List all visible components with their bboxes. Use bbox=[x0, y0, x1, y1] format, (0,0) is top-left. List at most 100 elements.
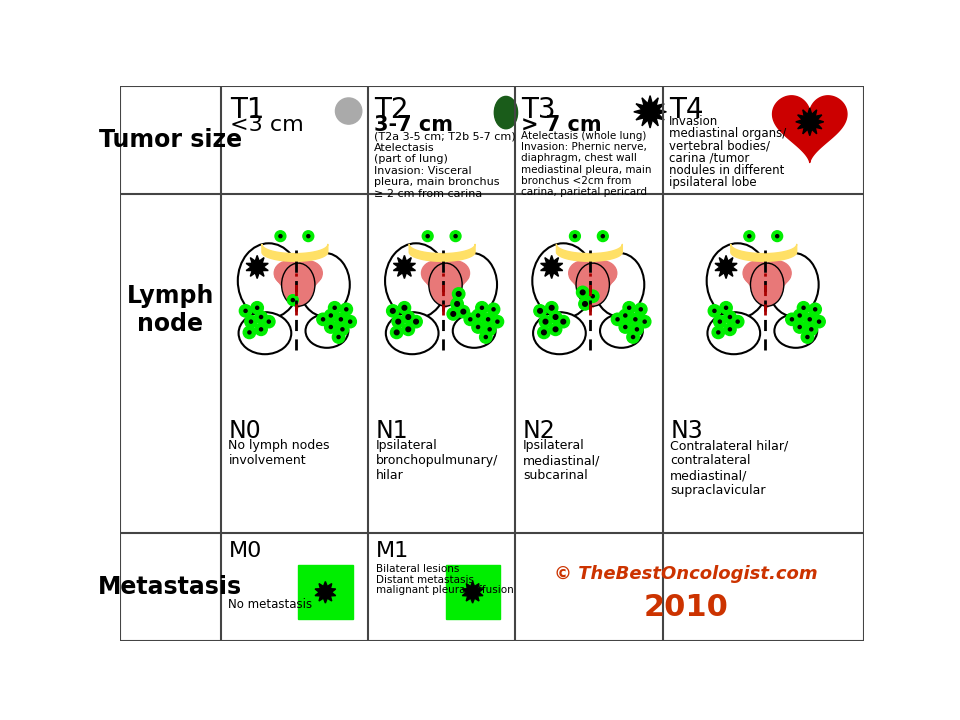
Circle shape bbox=[798, 314, 802, 317]
Circle shape bbox=[452, 288, 465, 300]
Circle shape bbox=[636, 328, 638, 331]
Ellipse shape bbox=[275, 261, 303, 285]
Circle shape bbox=[809, 328, 813, 331]
Circle shape bbox=[345, 307, 348, 311]
Circle shape bbox=[634, 318, 636, 321]
Circle shape bbox=[638, 315, 651, 328]
Circle shape bbox=[275, 231, 286, 241]
Circle shape bbox=[619, 310, 632, 322]
Polygon shape bbox=[773, 96, 847, 163]
Circle shape bbox=[426, 235, 429, 238]
Circle shape bbox=[549, 323, 562, 336]
Circle shape bbox=[332, 331, 345, 343]
Text: pleura, main bronchus: pleura, main bronchus bbox=[374, 177, 500, 187]
Text: Contralateral hilar/
contralateral
mediastinal/
supraclavicular: Contralateral hilar/ contralateral media… bbox=[670, 439, 788, 497]
Circle shape bbox=[454, 235, 457, 238]
Circle shape bbox=[335, 313, 348, 325]
Text: T1: T1 bbox=[230, 96, 265, 124]
Circle shape bbox=[718, 320, 721, 323]
Circle shape bbox=[729, 328, 732, 331]
Circle shape bbox=[790, 318, 794, 321]
Circle shape bbox=[457, 305, 469, 318]
Circle shape bbox=[402, 305, 407, 310]
Circle shape bbox=[472, 321, 484, 333]
Circle shape bbox=[543, 320, 548, 324]
Text: carina /tumor: carina /tumor bbox=[669, 152, 749, 165]
Ellipse shape bbox=[421, 261, 451, 285]
Circle shape bbox=[802, 306, 805, 310]
Circle shape bbox=[339, 318, 343, 321]
Text: T3: T3 bbox=[521, 96, 556, 124]
Text: N0: N0 bbox=[228, 419, 261, 443]
Ellipse shape bbox=[293, 261, 323, 285]
Circle shape bbox=[809, 303, 822, 315]
Ellipse shape bbox=[429, 264, 462, 306]
Ellipse shape bbox=[600, 314, 643, 348]
Ellipse shape bbox=[532, 243, 594, 318]
Text: Tumor size: Tumor size bbox=[99, 128, 242, 153]
Circle shape bbox=[561, 320, 565, 324]
Circle shape bbox=[468, 318, 472, 321]
Ellipse shape bbox=[533, 312, 586, 354]
Circle shape bbox=[488, 303, 500, 315]
Circle shape bbox=[496, 320, 499, 323]
Circle shape bbox=[455, 302, 460, 306]
Circle shape bbox=[748, 235, 751, 238]
Circle shape bbox=[337, 336, 340, 338]
Circle shape bbox=[802, 331, 814, 343]
Circle shape bbox=[250, 320, 252, 323]
Ellipse shape bbox=[743, 261, 773, 285]
Polygon shape bbox=[796, 108, 824, 135]
Circle shape bbox=[392, 315, 404, 328]
Circle shape bbox=[632, 336, 635, 338]
Circle shape bbox=[540, 315, 552, 328]
Circle shape bbox=[639, 307, 642, 311]
Circle shape bbox=[601, 235, 605, 238]
Circle shape bbox=[480, 331, 492, 343]
Text: M0: M0 bbox=[228, 541, 262, 561]
Text: carina, parietal pericard: carina, parietal pericard bbox=[521, 187, 647, 197]
Text: Lymph
node: Lymph node bbox=[127, 284, 214, 336]
Text: bronchus <2cm from: bronchus <2cm from bbox=[521, 176, 632, 186]
Circle shape bbox=[623, 302, 636, 314]
Text: nodules in different: nodules in different bbox=[669, 164, 784, 177]
Circle shape bbox=[484, 336, 488, 338]
Circle shape bbox=[248, 331, 251, 334]
Circle shape bbox=[287, 294, 299, 305]
Circle shape bbox=[794, 321, 805, 333]
Circle shape bbox=[588, 291, 598, 302]
Circle shape bbox=[597, 231, 609, 241]
Circle shape bbox=[569, 231, 581, 241]
Text: 3-7 cm: 3-7 cm bbox=[374, 115, 453, 135]
Circle shape bbox=[583, 302, 588, 306]
Circle shape bbox=[553, 315, 558, 320]
Text: Invasion: Visceral: Invasion: Visceral bbox=[374, 166, 471, 176]
Circle shape bbox=[451, 298, 464, 310]
Circle shape bbox=[259, 315, 263, 318]
Circle shape bbox=[712, 326, 725, 338]
Circle shape bbox=[724, 323, 736, 336]
Text: Distant metastasis: Distant metastasis bbox=[375, 575, 473, 585]
Ellipse shape bbox=[282, 264, 315, 306]
Circle shape bbox=[267, 320, 271, 323]
Polygon shape bbox=[463, 582, 483, 603]
Circle shape bbox=[406, 327, 411, 332]
Circle shape bbox=[573, 235, 576, 238]
Circle shape bbox=[587, 290, 599, 302]
Text: ≥ 2 cm from carina: ≥ 2 cm from carina bbox=[374, 189, 483, 199]
Circle shape bbox=[805, 336, 809, 338]
Text: N2: N2 bbox=[523, 419, 556, 443]
Circle shape bbox=[461, 310, 466, 314]
Circle shape bbox=[772, 231, 782, 241]
Circle shape bbox=[391, 309, 396, 313]
Polygon shape bbox=[394, 256, 416, 279]
Text: Bilateral lesions: Bilateral lesions bbox=[375, 564, 459, 574]
Circle shape bbox=[713, 310, 716, 312]
Ellipse shape bbox=[239, 312, 291, 354]
Circle shape bbox=[616, 318, 619, 321]
Circle shape bbox=[798, 325, 802, 328]
Circle shape bbox=[251, 302, 263, 314]
Circle shape bbox=[794, 310, 805, 322]
Circle shape bbox=[619, 321, 632, 333]
Circle shape bbox=[322, 318, 324, 321]
